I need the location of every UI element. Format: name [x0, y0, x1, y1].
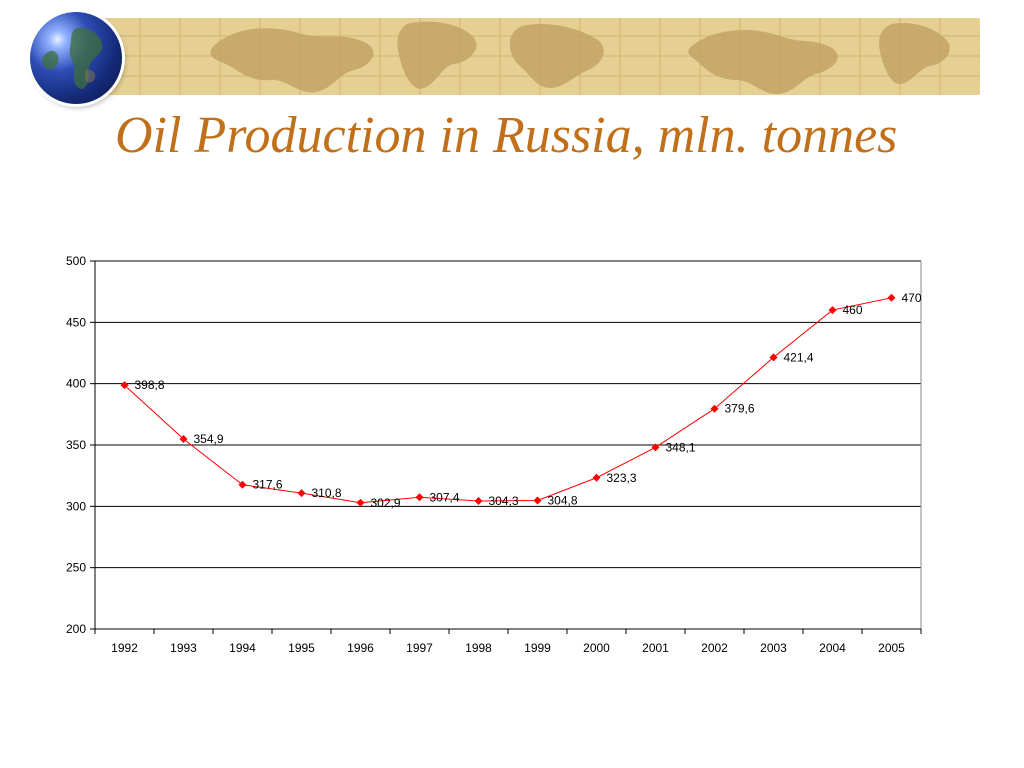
y-tick-label: 300 [66, 499, 86, 513]
data-point-marker [120, 381, 129, 390]
data-label: 307,4 [430, 490, 460, 504]
data-point-marker [474, 497, 483, 506]
data-label: 421,4 [784, 350, 814, 364]
data-label: 460 [843, 303, 863, 317]
x-tick-label: 2000 [583, 641, 610, 655]
data-point-marker [415, 493, 424, 502]
world-map-banner [102, 18, 980, 95]
x-tick-label: 1992 [111, 641, 138, 655]
x-tick-label: 2001 [642, 641, 669, 655]
data-label: 302,9 [371, 496, 401, 510]
y-tick-label: 350 [66, 438, 86, 452]
data-label: 379,6 [725, 402, 755, 416]
chart-data-labels: 398,8 354,9 317,6 310,8 302,9 307,4 304,3 304,8… [135, 291, 922, 510]
series-line [124, 297, 892, 504]
data-point-marker [710, 404, 719, 413]
data-label: 310,8 [312, 486, 342, 500]
chart-series [120, 293, 896, 507]
world-map-graphic [102, 18, 980, 95]
y-tick-label: 200 [66, 622, 86, 636]
data-point-marker [179, 434, 188, 443]
data-label: 323,3 [607, 471, 637, 485]
data-point-marker [769, 353, 778, 362]
x-tick-label: 1998 [465, 641, 492, 655]
x-tick-label: 1999 [524, 641, 551, 655]
x-tick-label: 1995 [288, 641, 315, 655]
data-point-marker [238, 480, 247, 489]
slide-title: Oil Production in Russia, mln. tonnes [115, 107, 898, 164]
x-tick-label: 2005 [878, 641, 905, 655]
data-label: 354,9 [194, 432, 224, 446]
data-label: 304,8 [548, 493, 578, 507]
globe-icon [30, 12, 122, 104]
data-point-marker [651, 443, 660, 452]
y-tick-label: 250 [66, 561, 86, 575]
x-tick-label: 1994 [229, 641, 256, 655]
data-point-marker [533, 496, 542, 505]
data-point-marker [828, 306, 837, 315]
x-tick-label: 1997 [406, 641, 433, 655]
data-label: 398,8 [135, 378, 165, 392]
data-label: 304,3 [489, 494, 519, 508]
y-tick-label: 400 [66, 377, 86, 391]
x-tick-label: 1993 [170, 641, 197, 655]
data-point-marker [356, 498, 365, 507]
x-tick-label: 2003 [760, 641, 787, 655]
data-point-marker [592, 473, 601, 482]
y-tick-label: 450 [66, 315, 86, 329]
x-tick-label: 2004 [819, 641, 846, 655]
data-label: 348,1 [666, 440, 696, 454]
data-point-marker [887, 293, 896, 302]
data-label: 317,6 [253, 478, 283, 492]
y-tick-label: 500 [66, 254, 86, 268]
data-point-marker [297, 489, 306, 498]
data-label: 470 [902, 291, 922, 305]
x-tick-label: 1996 [347, 641, 374, 655]
x-tick-label: 2002 [701, 641, 728, 655]
oil-production-line-chart: 200 250 300 350 400 450 500 1992 1993 1994 1995 199… [66, 254, 922, 655]
chart-axes: 200 250 300 350 400 450 500 1992 1993 1994 1995 199… [66, 254, 922, 655]
